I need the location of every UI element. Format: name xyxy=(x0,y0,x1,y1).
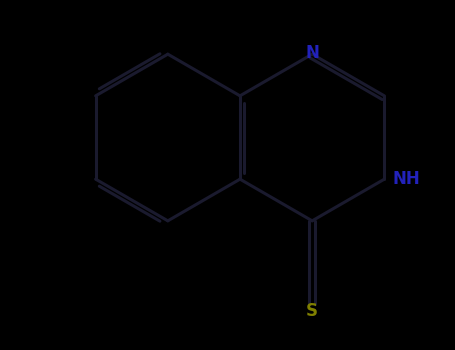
Text: N: N xyxy=(305,43,319,62)
Text: S: S xyxy=(306,302,318,320)
Text: NH: NH xyxy=(393,170,420,188)
